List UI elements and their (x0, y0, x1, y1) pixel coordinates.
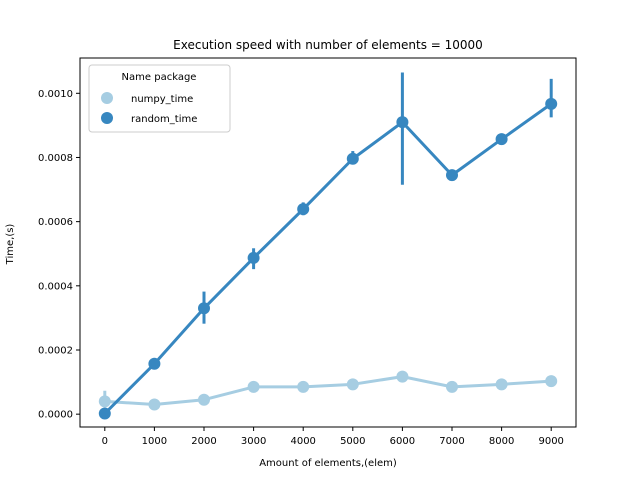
data-point-numpy-time-7000 (446, 380, 458, 393)
data-point-random-time-0 (98, 407, 111, 420)
y-tick-label-3: 0.0006 (38, 217, 73, 228)
data-point-random-time-8000 (495, 133, 508, 146)
y-tick-label-0: 0.0000 (38, 410, 73, 421)
data-point-numpy-time-8000 (495, 378, 508, 391)
data-point-numpy-time-0 (98, 395, 111, 408)
x-tick-label-7000: 7000 (439, 436, 464, 447)
data-point-numpy-time-4000 (297, 380, 310, 393)
x-tick-label-4000: 4000 (290, 436, 315, 447)
data-point-numpy-time-1000 (148, 398, 161, 411)
y-tick-label-2: 0.0004 (38, 281, 73, 292)
data-point-numpy-time-2000 (198, 393, 210, 406)
y-tick-label-1: 0.0002 (38, 345, 73, 356)
legend: Name package numpy_time random_time (88, 64, 231, 133)
data-point-random-time-2000 (198, 302, 210, 315)
data-point-numpy-time-6000 (396, 370, 409, 383)
data-point-numpy-time-9000 (545, 375, 558, 388)
data-point-random-time-5000 (346, 152, 359, 165)
x-tick-label-3000: 3000 (241, 436, 266, 447)
data-point-random-time-9000 (545, 97, 558, 110)
x-tick-label-8000: 8000 (489, 436, 514, 447)
chart-title: Execution speed with number of elements … (173, 38, 483, 52)
series-line-random-time (103, 102, 553, 416)
y-tick-label-4: 0.0008 (38, 153, 73, 164)
x-tick-label-6000: 6000 (390, 436, 415, 447)
data-point-random-time-4000 (297, 203, 310, 216)
data-point-random-time-1000 (148, 357, 161, 370)
data-point-numpy-time-5000 (346, 378, 359, 391)
x-tick-label-1000: 1000 (142, 436, 167, 447)
data-point-random-time-6000 (396, 116, 409, 129)
x-axis-label: Amount of elements,(elem) (259, 458, 397, 469)
legend-label-random-time: random_time (131, 114, 197, 125)
legend-label-numpy-time: numpy_time (131, 94, 193, 105)
legend-frame (88, 64, 231, 133)
legend-marker-numpy-time (101, 92, 113, 104)
x-tick-label-2000: 2000 (191, 436, 216, 447)
y-tick-label-5: 0.0010 (38, 89, 73, 100)
y-axis-label: Time,(s) (5, 224, 16, 266)
x-tick-label-0: 0 (102, 436, 108, 447)
data-point-random-time-7000 (446, 169, 458, 182)
plot-area: 0 1000 2000 3000 4000 5000 6000 7000 8000 9000 0.0… (38, 57, 577, 447)
legend-title: Name package (122, 72, 197, 83)
data-point-numpy-time-3000 (247, 380, 260, 393)
data-point-random-time-3000 (247, 251, 260, 264)
x-tick-label-9000: 9000 (538, 436, 563, 447)
series-line-numpy-time (103, 375, 553, 407)
legend-marker-random-time (101, 112, 113, 124)
x-tick-label-5000: 5000 (340, 436, 365, 447)
axes-frame (79, 57, 577, 428)
